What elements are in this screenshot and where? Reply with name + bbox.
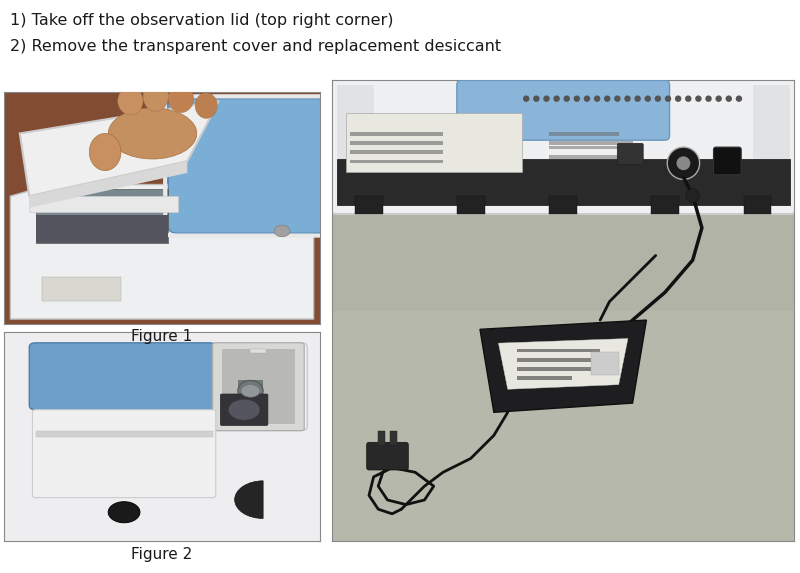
Bar (550, 132, 618, 136)
FancyBboxPatch shape (213, 343, 307, 431)
FancyBboxPatch shape (327, 76, 799, 214)
Polygon shape (498, 339, 628, 389)
Bar (517, 358, 610, 362)
FancyBboxPatch shape (30, 343, 216, 410)
Bar (753, 85, 790, 205)
Circle shape (543, 96, 550, 102)
Bar (332, 80, 794, 311)
Bar (651, 195, 678, 214)
Polygon shape (480, 320, 646, 413)
Text: 1) Take off the observation lid (top right corner): 1) Take off the observation lid (top rig… (10, 13, 393, 28)
Circle shape (624, 96, 630, 102)
Circle shape (604, 96, 610, 102)
Circle shape (665, 96, 671, 102)
Ellipse shape (168, 85, 194, 112)
Circle shape (594, 96, 600, 102)
Circle shape (677, 156, 690, 170)
Bar (517, 367, 591, 371)
Circle shape (554, 96, 560, 102)
Circle shape (228, 399, 260, 420)
Bar (550, 141, 633, 145)
Wedge shape (234, 481, 263, 519)
Bar (222, 349, 294, 425)
Circle shape (563, 96, 570, 102)
Circle shape (654, 96, 661, 102)
Polygon shape (30, 196, 178, 213)
Bar (550, 155, 633, 159)
Bar (355, 195, 383, 214)
Bar (337, 85, 374, 205)
Ellipse shape (195, 93, 218, 119)
Polygon shape (36, 189, 168, 242)
FancyBboxPatch shape (213, 343, 304, 431)
Circle shape (533, 96, 539, 102)
Bar (378, 431, 385, 445)
FancyBboxPatch shape (366, 442, 408, 470)
Circle shape (715, 96, 722, 102)
Circle shape (584, 96, 590, 102)
Circle shape (736, 96, 742, 102)
Bar (350, 132, 443, 136)
Circle shape (686, 189, 700, 202)
Circle shape (274, 225, 290, 237)
Ellipse shape (238, 380, 263, 401)
Bar (4, 414, 320, 418)
Ellipse shape (118, 87, 143, 115)
Bar (350, 159, 443, 163)
Polygon shape (10, 185, 314, 319)
Bar (238, 380, 263, 401)
Bar (350, 150, 443, 154)
FancyBboxPatch shape (618, 143, 643, 164)
Text: Figure 1: Figure 1 (131, 329, 193, 344)
Bar (4, 372, 320, 376)
Bar (36, 215, 168, 242)
Bar (517, 376, 573, 380)
Text: Figure 2: Figure 2 (131, 547, 193, 562)
Bar (250, 349, 266, 353)
Bar (517, 349, 600, 352)
Circle shape (685, 96, 691, 102)
Bar (591, 352, 618, 375)
FancyBboxPatch shape (0, 328, 326, 545)
Circle shape (574, 96, 580, 102)
Circle shape (523, 96, 530, 102)
Circle shape (675, 96, 682, 102)
Text: 2) Remove the transparent cover and replacement desiccant: 2) Remove the transparent cover and repl… (10, 39, 501, 54)
Bar (4, 497, 320, 502)
Circle shape (614, 96, 621, 102)
Bar (550, 146, 618, 150)
Bar (390, 431, 397, 445)
Circle shape (667, 147, 700, 179)
Bar (42, 277, 121, 300)
FancyBboxPatch shape (33, 410, 216, 497)
Bar (457, 195, 485, 214)
Ellipse shape (112, 112, 194, 155)
Circle shape (706, 96, 712, 102)
Polygon shape (30, 162, 187, 207)
Ellipse shape (108, 108, 197, 159)
Circle shape (726, 96, 732, 102)
FancyBboxPatch shape (1, 332, 326, 548)
Bar (350, 141, 443, 145)
Polygon shape (20, 101, 219, 196)
Bar (346, 112, 522, 172)
FancyBboxPatch shape (457, 80, 670, 140)
Circle shape (241, 384, 260, 397)
Circle shape (645, 96, 651, 102)
Ellipse shape (143, 81, 168, 111)
Bar (743, 195, 771, 214)
Bar (36, 431, 213, 437)
Bar (4, 456, 320, 460)
FancyBboxPatch shape (168, 99, 326, 233)
Circle shape (634, 96, 641, 102)
Circle shape (108, 502, 140, 523)
Bar (550, 195, 577, 214)
FancyBboxPatch shape (221, 394, 268, 425)
Bar (337, 159, 790, 205)
Circle shape (695, 96, 702, 102)
Ellipse shape (90, 134, 121, 171)
FancyBboxPatch shape (714, 147, 742, 175)
